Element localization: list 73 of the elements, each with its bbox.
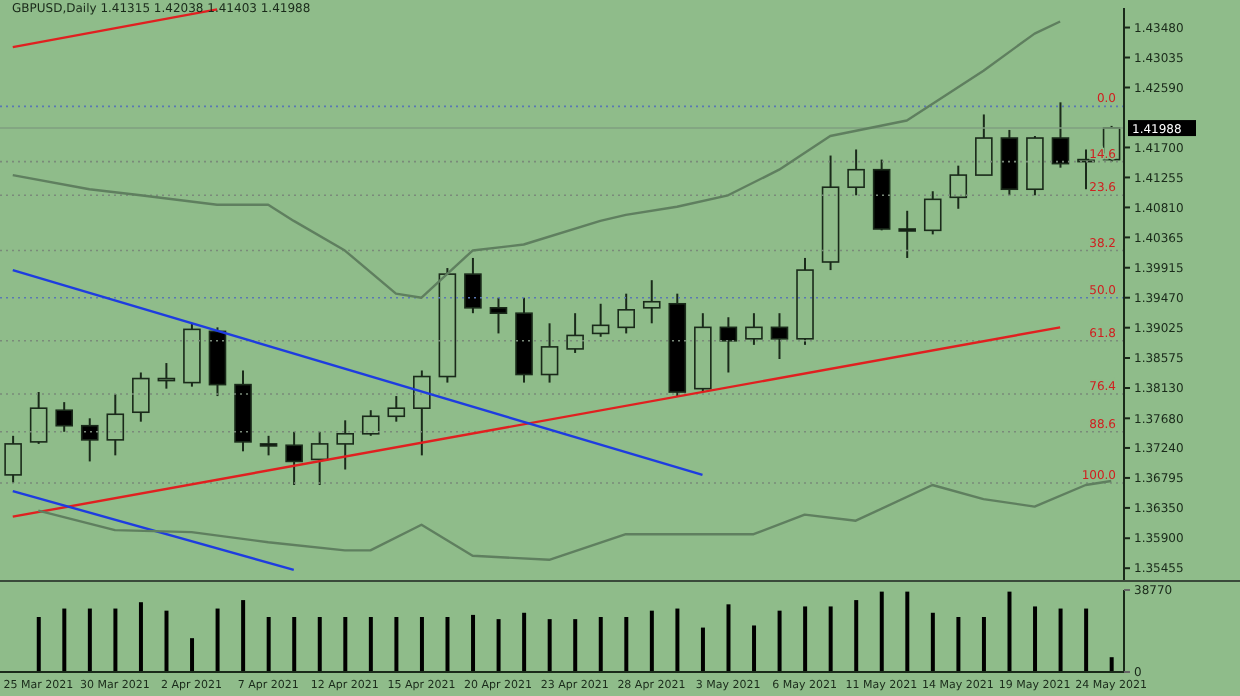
candlestick (106, 393, 125, 457)
candlestick (336, 419, 354, 471)
candlestick (770, 312, 789, 361)
bar (317, 617, 322, 672)
candlestick (413, 369, 431, 457)
bar (368, 617, 373, 672)
bar (522, 612, 527, 672)
candlestick (55, 401, 73, 433)
candlestick (464, 256, 482, 315)
bar (190, 638, 195, 672)
candlestick (923, 190, 942, 236)
candlestick (617, 292, 635, 335)
bar (394, 617, 399, 672)
bar (292, 617, 297, 672)
candlestick (566, 312, 584, 354)
bar (547, 619, 552, 672)
bar (1084, 608, 1089, 672)
candlestick (898, 209, 916, 259)
candlestick (642, 279, 661, 325)
bar (1109, 657, 1114, 672)
candlestick (259, 434, 278, 457)
bar (62, 608, 67, 672)
bar (726, 604, 731, 672)
candlestick (975, 113, 993, 177)
bar (675, 608, 680, 672)
bar (777, 610, 782, 672)
bar (164, 610, 169, 672)
bar (956, 617, 961, 672)
candlestick (745, 312, 763, 346)
bar (419, 617, 424, 672)
bar (496, 619, 501, 672)
bar (700, 627, 705, 672)
bar (215, 608, 220, 672)
bar (138, 602, 143, 672)
bar (1007, 591, 1012, 672)
candlestick (29, 391, 48, 445)
candlestick (591, 302, 610, 338)
bar (981, 617, 986, 672)
bar (905, 591, 910, 672)
bar (471, 614, 476, 672)
bar (266, 617, 271, 672)
line-series (11, 20, 1062, 299)
candlestick (719, 316, 738, 374)
candlestick (361, 409, 380, 437)
candlestick (387, 395, 406, 423)
bar (573, 619, 578, 672)
candlestick (80, 417, 99, 463)
candlestick (1051, 101, 1070, 169)
candlestick (489, 296, 508, 335)
candlestick (540, 322, 559, 384)
bar (113, 608, 118, 672)
bar (649, 610, 654, 672)
bar (241, 600, 246, 672)
candlestick (285, 430, 303, 486)
bar (803, 606, 808, 672)
bar (1033, 606, 1038, 672)
bar (36, 617, 41, 672)
bar (854, 600, 859, 672)
candlestick (132, 371, 150, 423)
bar (879, 591, 884, 672)
bar (1058, 608, 1063, 672)
candlestick (949, 164, 968, 210)
bar (343, 617, 348, 672)
line-series (37, 479, 1113, 561)
bar (598, 617, 603, 672)
bar (445, 617, 450, 672)
bar (87, 608, 92, 672)
bar (828, 606, 833, 672)
candlestick (847, 148, 865, 197)
bar (624, 617, 629, 672)
bar (752, 625, 757, 672)
candlestick (310, 430, 329, 486)
bar (930, 612, 935, 672)
